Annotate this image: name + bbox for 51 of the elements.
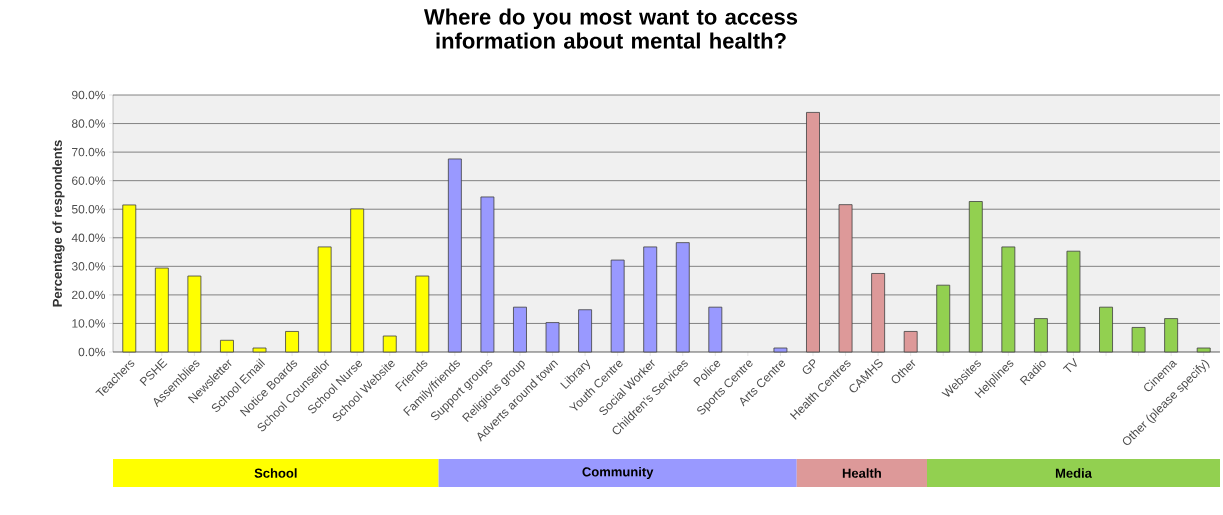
x-tick-label: GP bbox=[802, 359, 816, 374]
bar bbox=[187, 275, 202, 353]
bar bbox=[1131, 327, 1146, 353]
bar bbox=[480, 196, 495, 353]
bar bbox=[773, 347, 788, 353]
bar bbox=[1196, 347, 1211, 353]
x-tick-label: TV bbox=[1062, 357, 1077, 373]
bar bbox=[968, 201, 983, 353]
bar bbox=[578, 309, 593, 353]
bar bbox=[1033, 318, 1048, 353]
y-tick-label: 70.0% bbox=[72, 147, 106, 157]
bar bbox=[806, 112, 820, 353]
bar bbox=[643, 246, 658, 353]
text: Community bbox=[582, 466, 654, 480]
y-tick-label: 50.0% bbox=[71, 204, 106, 214]
bar bbox=[350, 208, 365, 353]
bar bbox=[838, 204, 853, 353]
bar bbox=[1099, 306, 1113, 353]
bar bbox=[285, 331, 299, 353]
bar bbox=[252, 347, 267, 353]
chart-title: Where do you most want to access information about mental health? bbox=[423, 8, 798, 49]
bar bbox=[382, 335, 397, 353]
bar bbox=[513, 306, 527, 353]
bar bbox=[220, 339, 234, 353]
bar bbox=[936, 284, 951, 353]
bar bbox=[154, 267, 169, 353]
bar bbox=[1164, 318, 1179, 353]
y-tick-label: 20.0% bbox=[72, 290, 106, 300]
bar bbox=[1066, 250, 1081, 353]
bar bbox=[545, 322, 560, 353]
y-axis-title: Percentage of respondents bbox=[52, 140, 65, 307]
y-tick-label: 60.0% bbox=[72, 176, 106, 185]
bar bbox=[122, 204, 137, 353]
text: Media bbox=[1055, 468, 1092, 478]
bar bbox=[1001, 246, 1016, 353]
y-tick-label: 0.0% bbox=[78, 347, 106, 357]
y-tick-label: 40.0% bbox=[71, 233, 106, 243]
bar bbox=[708, 306, 723, 353]
y-tick-label: 30.0% bbox=[71, 262, 106, 271]
bar bbox=[415, 275, 430, 353]
text: Health bbox=[842, 468, 881, 478]
bar bbox=[871, 273, 886, 353]
bar bbox=[610, 259, 625, 353]
y-tick-label: 80.0% bbox=[71, 119, 106, 128]
bar bbox=[903, 331, 918, 353]
bar bbox=[675, 242, 690, 353]
text: School bbox=[254, 468, 297, 478]
bar bbox=[447, 158, 462, 353]
y-tick-label: 10.0% bbox=[72, 319, 106, 328]
y-tick-label: 90.0% bbox=[72, 90, 106, 100]
bar bbox=[317, 246, 332, 353]
